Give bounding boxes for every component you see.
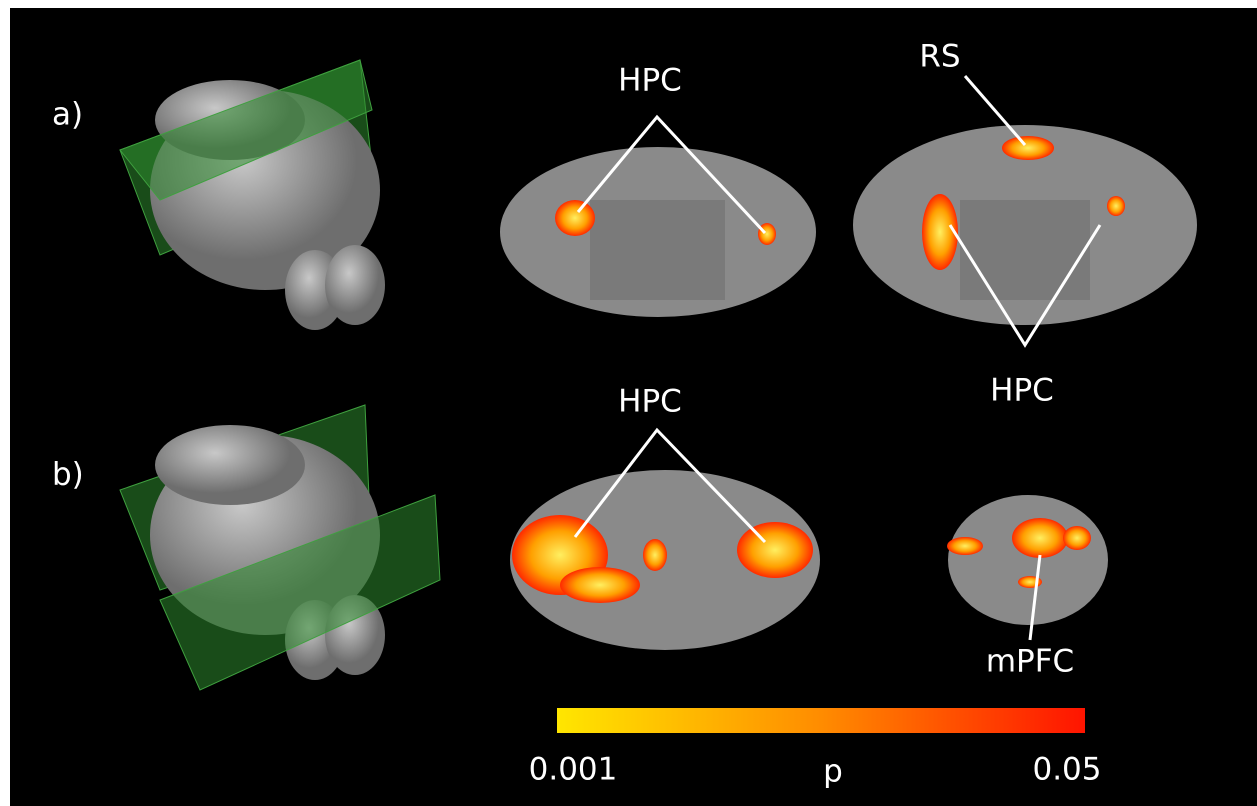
annotation: HPC	[618, 384, 682, 420]
annotation: RS	[919, 39, 960, 75]
annotation: mPFC	[986, 644, 1074, 680]
annotation: HPC	[618, 63, 682, 99]
brain-slice	[947, 495, 1108, 625]
panel-label: a)	[52, 97, 83, 133]
colorbar-max-label: 0.05	[1032, 752, 1101, 788]
colorbar	[557, 708, 1085, 733]
figure: a) b)	[0, 0, 1257, 806]
brain-slice	[853, 125, 1197, 325]
panel-label: b)	[52, 457, 84, 493]
brain-slice	[500, 147, 816, 317]
annotation: HPC	[990, 373, 1054, 409]
colorbar-min-label: 0.001	[529, 752, 618, 788]
brain-slice	[510, 470, 820, 650]
colorbar-title: p	[823, 754, 843, 790]
